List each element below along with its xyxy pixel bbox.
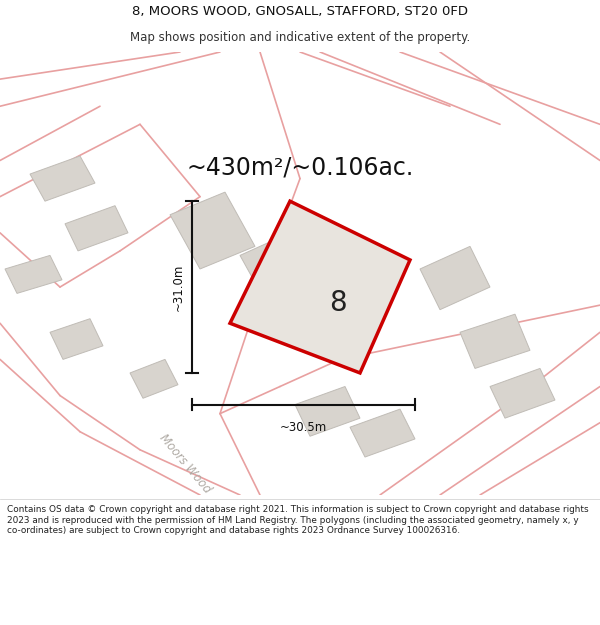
Polygon shape (5, 256, 62, 293)
Polygon shape (490, 368, 555, 418)
Polygon shape (230, 201, 410, 373)
Polygon shape (50, 319, 103, 359)
Polygon shape (420, 246, 490, 309)
Text: ~31.0m: ~31.0m (172, 263, 185, 311)
Polygon shape (240, 233, 315, 301)
Text: ~30.5m: ~30.5m (280, 421, 327, 434)
Polygon shape (350, 409, 415, 457)
Polygon shape (295, 386, 360, 436)
Text: Map shows position and indicative extent of the property.: Map shows position and indicative extent… (130, 31, 470, 44)
Text: Moors Wood: Moors Wood (157, 431, 214, 496)
Polygon shape (30, 156, 95, 201)
Polygon shape (65, 206, 128, 251)
Text: 8, MOORS WOOD, GNOSALL, STAFFORD, ST20 0FD: 8, MOORS WOOD, GNOSALL, STAFFORD, ST20 0… (132, 5, 468, 18)
Polygon shape (130, 359, 178, 398)
Polygon shape (460, 314, 530, 368)
Text: ~430m²/~0.106ac.: ~430m²/~0.106ac. (187, 156, 413, 180)
Text: Contains OS data © Crown copyright and database right 2021. This information is : Contains OS data © Crown copyright and d… (7, 506, 589, 535)
Text: 8: 8 (329, 289, 346, 317)
Polygon shape (170, 192, 255, 269)
